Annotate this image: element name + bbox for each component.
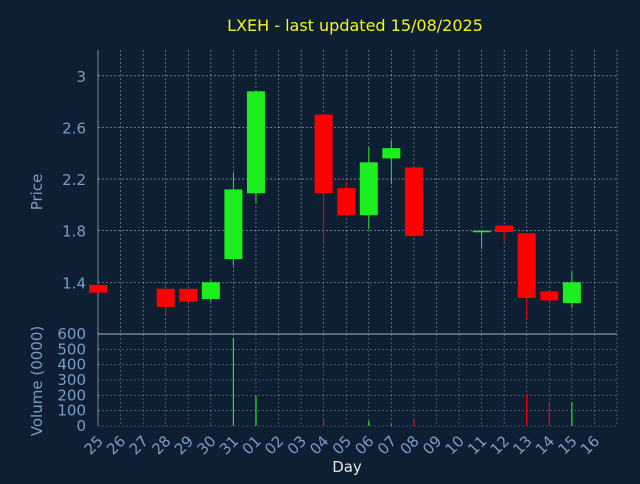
candle-body [382, 148, 401, 159]
volume-bar [503, 425, 505, 427]
candle-body [314, 114, 333, 194]
volume-bar [571, 402, 573, 426]
x-axis-label: Day [332, 458, 362, 476]
x-tick-label: 16 [577, 432, 603, 458]
candle-body [517, 233, 536, 298]
volume-tick-label: 200 [57, 386, 86, 404]
volume-bar [210, 425, 212, 426]
price-tick-label: 3 [76, 68, 86, 86]
candle-body [404, 167, 423, 236]
candle-body [359, 162, 378, 216]
volume-tick-label: 400 [57, 356, 86, 374]
volume-tick-label: 500 [57, 340, 86, 358]
candle-body [224, 189, 243, 260]
volume-bar [413, 419, 415, 426]
volume-tick-label: 600 [57, 325, 86, 343]
volume-bar [232, 337, 234, 426]
volume-bar [368, 420, 370, 426]
volume-bar [390, 424, 392, 426]
price-panel: 1.4 1.8 2.2 2.6 3 [62, 50, 618, 426]
price-tick-label: 1.4 [62, 274, 86, 292]
candle-body [89, 284, 107, 293]
candle-body [495, 225, 514, 233]
candle-body [472, 230, 491, 233]
candle-body [337, 188, 356, 216]
volume-tick-label: 0 [76, 417, 86, 435]
volume-bar [526, 394, 528, 426]
volume-bar [548, 403, 550, 426]
price-tick-label: 2.2 [62, 171, 86, 189]
volume-tick-label: 100 [57, 402, 86, 420]
candle-body [540, 291, 559, 301]
price-tick-label: 2.6 [62, 119, 86, 137]
volume-bar [187, 425, 189, 427]
volume-bar [165, 425, 167, 426]
candle-body [246, 91, 265, 194]
volume-bar [255, 396, 257, 426]
candle-body [156, 288, 175, 307]
candle-body [179, 288, 198, 302]
candle-body [201, 282, 220, 300]
volume-bar [345, 425, 347, 426]
volume-bar [323, 418, 325, 426]
chart-title: LXEH - last updated 15/08/2025 [227, 16, 483, 35]
volume-bar [481, 425, 483, 427]
price-tick-label: 1.8 [62, 223, 86, 241]
volume-tick-label: 300 [57, 371, 86, 389]
price-axis-label: Price [28, 174, 46, 211]
volume-axis-label: Volume (0000) [28, 326, 46, 436]
x-axis-ticks: 2526272829303101020304050607080910111213… [81, 432, 604, 458]
volume-bar [97, 425, 99, 427]
candle-body [562, 282, 581, 304]
